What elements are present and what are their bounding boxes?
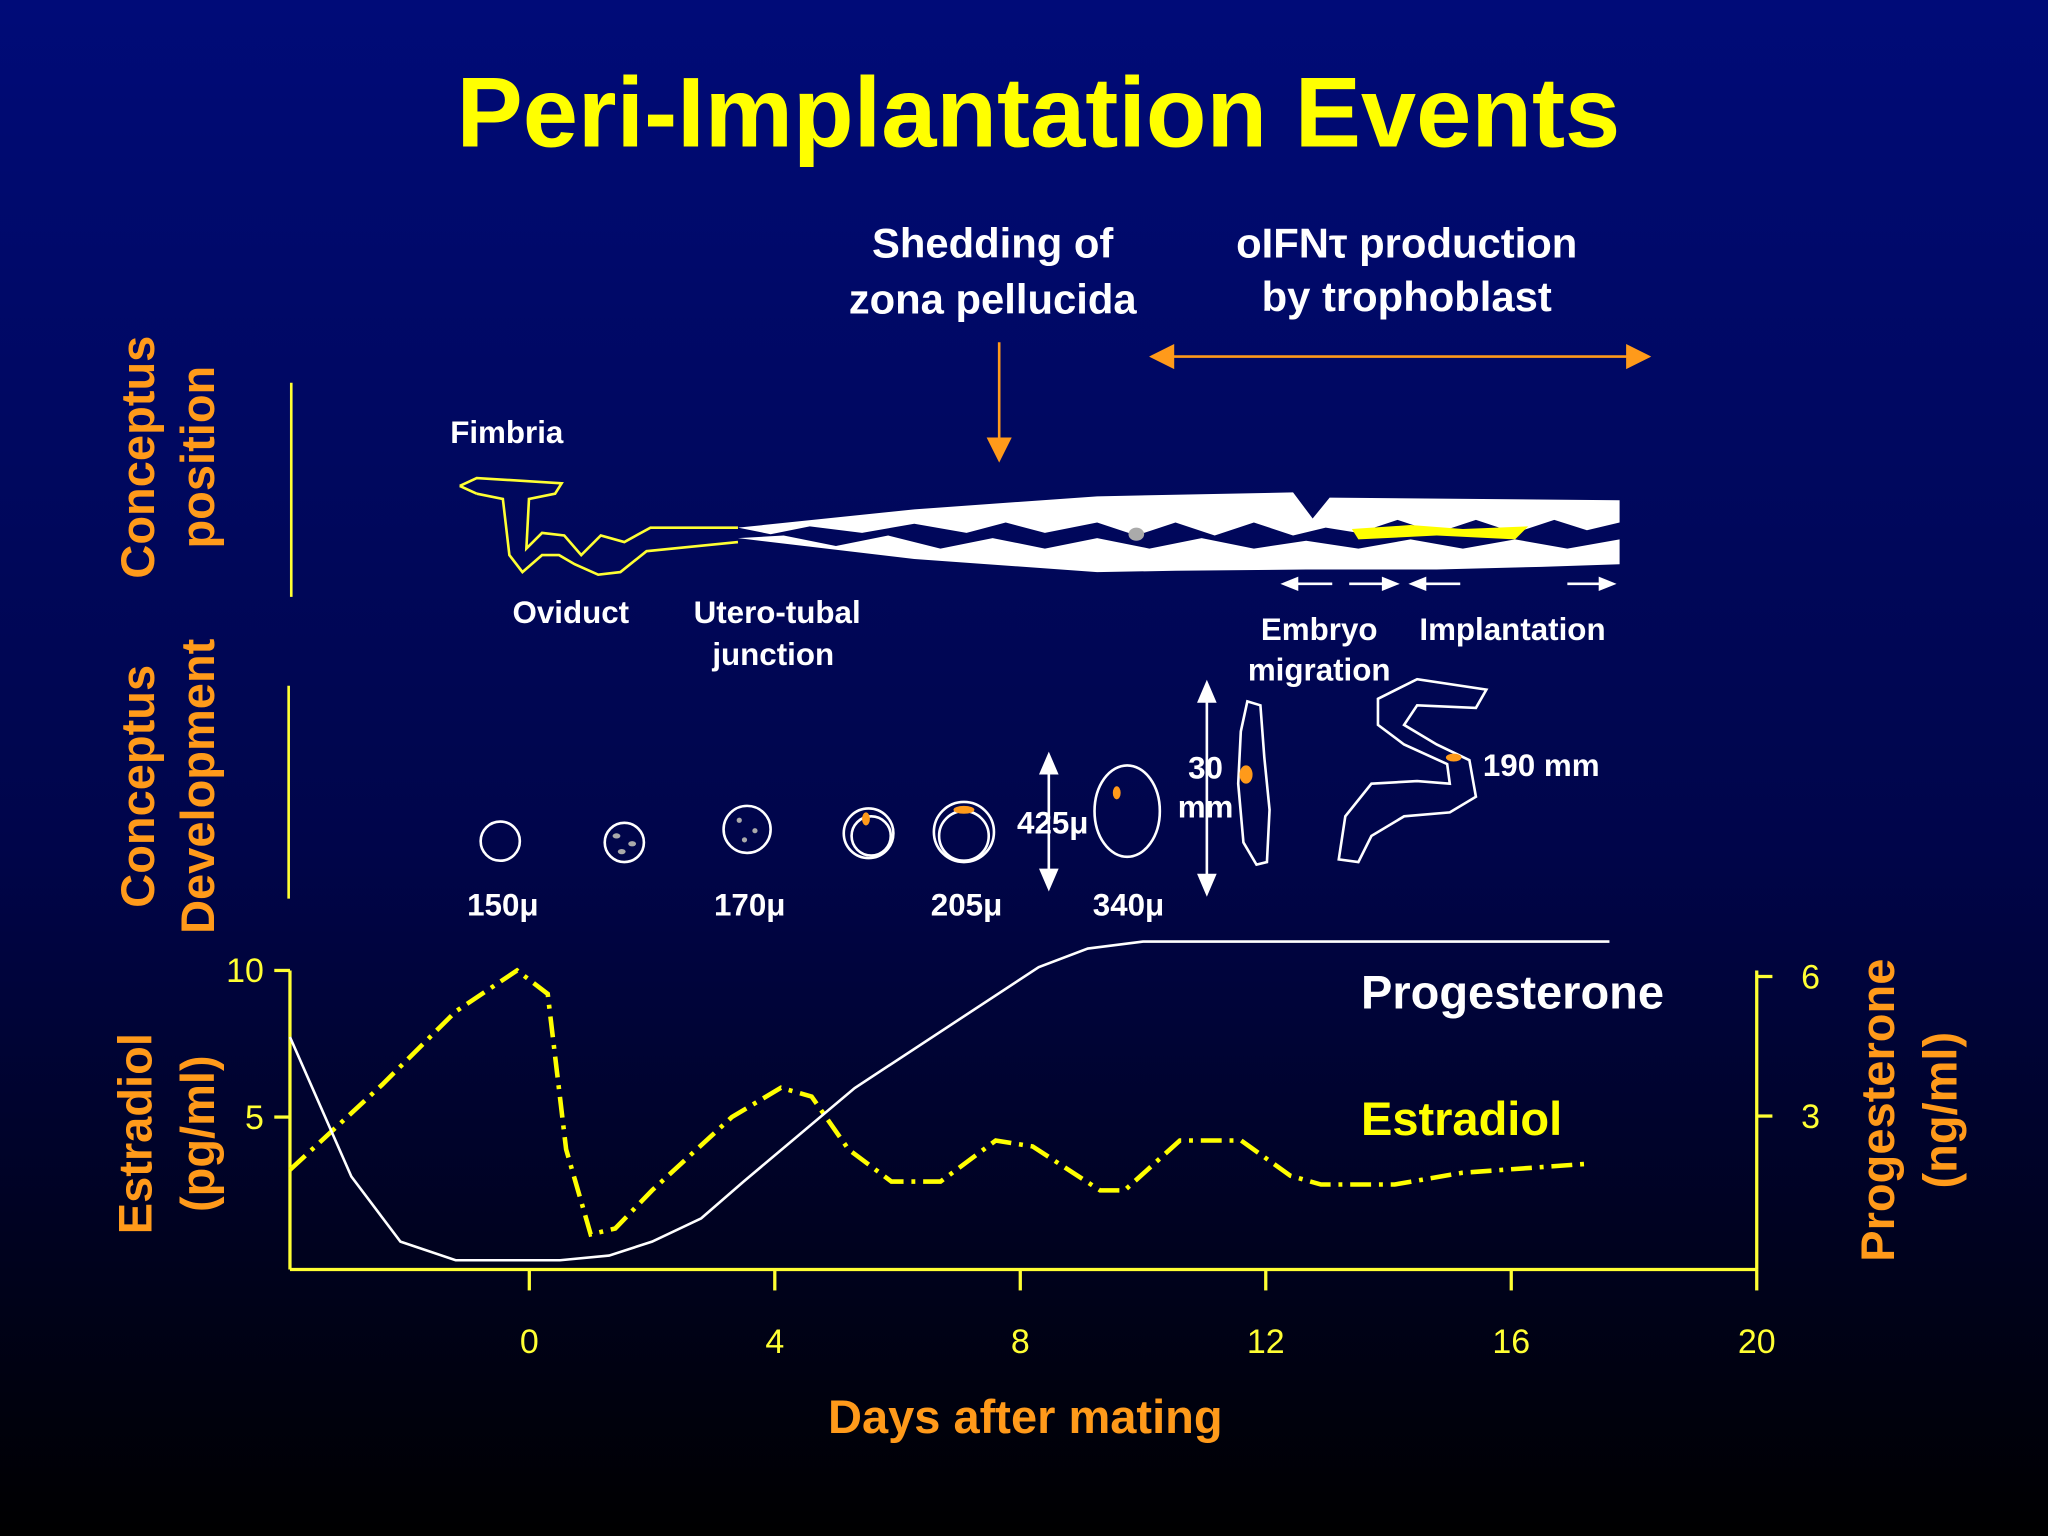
row-label: Conceptus xyxy=(111,665,164,908)
tract-diagram xyxy=(459,476,1620,591)
size-label: 205μ xyxy=(931,888,1002,923)
annotation: Implantation xyxy=(1419,612,1605,647)
annotation: migration xyxy=(1248,652,1391,687)
y2-tick-label: 3 xyxy=(1801,1098,1820,1136)
x-axis-label: Days after mating xyxy=(828,1390,1223,1443)
size-label: 30 xyxy=(1188,750,1223,785)
size-label: 150μ xyxy=(467,888,538,923)
annotation: junction xyxy=(711,637,834,672)
annotation: Embryo xyxy=(1261,612,1378,647)
size-arrows xyxy=(1038,679,1217,897)
conceptus-diagram xyxy=(479,677,1489,867)
y-axis-label: Estradiol xyxy=(109,1033,162,1234)
size-label: 425μ xyxy=(1017,805,1088,840)
annotation: Oviduct xyxy=(512,595,629,630)
row-label: Conceptus xyxy=(111,336,164,579)
annotation: by trophoblast xyxy=(1262,273,1552,320)
plot: 0 4 8 12 16 20 5 10 3 6 Estradiol Progesterone xyxy=(226,940,1820,1361)
annotation: Fimbria xyxy=(450,415,564,450)
size-label: mm xyxy=(1178,790,1234,825)
x-tick-label: 4 xyxy=(765,1323,784,1361)
y2-axis-label: Progesterone xyxy=(1851,959,1904,1262)
size-label: 190 mm xyxy=(1483,748,1600,783)
title: Peri-Implantation Events xyxy=(457,57,1621,168)
y2-axis-label: (ng/ml) xyxy=(1914,1032,1967,1189)
line-series xyxy=(288,940,1610,1262)
y-tick-label: 10 xyxy=(226,952,264,990)
annotation: Utero-tubal xyxy=(694,595,861,630)
x-tick-label: 0 xyxy=(520,1323,539,1361)
arrows xyxy=(986,342,1652,463)
annotation: Shedding of xyxy=(872,219,1113,266)
legend-label: Estradiol xyxy=(1361,1092,1562,1145)
x-tick-label: 20 xyxy=(1738,1323,1776,1361)
annotation: oIFNτ production xyxy=(1236,219,1577,266)
y-axis-label: (pg/ml) xyxy=(171,1055,224,1212)
size-label: 340μ xyxy=(1093,888,1164,923)
row-label: position xyxy=(171,366,224,549)
row-labels: Conceptus position Conceptus Development xyxy=(111,336,224,934)
row-label: Development xyxy=(171,638,224,934)
y2-tick-label: 6 xyxy=(1801,958,1820,996)
size-label: 170μ xyxy=(714,888,785,923)
x-tick-label: 16 xyxy=(1492,1323,1530,1361)
line-series xyxy=(288,967,1586,1238)
annotation: zona pellucida xyxy=(849,275,1138,322)
x-tick-label: 12 xyxy=(1247,1323,1285,1361)
x-tick-label: 8 xyxy=(1011,1323,1030,1361)
y-tick-label: 5 xyxy=(245,1099,264,1137)
legend-label: Progesterone xyxy=(1361,965,1664,1018)
